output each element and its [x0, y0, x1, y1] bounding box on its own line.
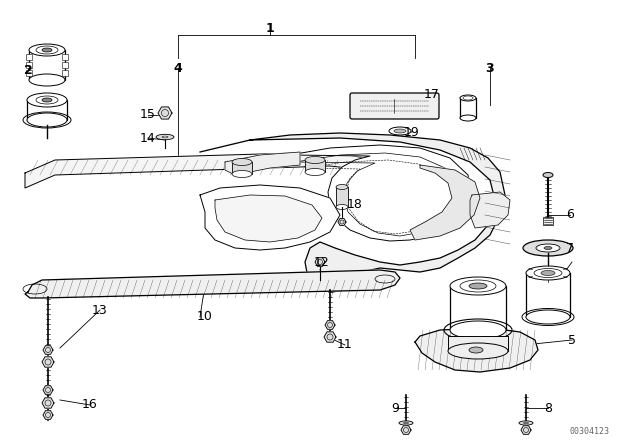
- Polygon shape: [43, 411, 53, 419]
- Ellipse shape: [29, 74, 65, 86]
- Polygon shape: [42, 357, 54, 367]
- Ellipse shape: [305, 156, 325, 164]
- Ellipse shape: [523, 240, 573, 256]
- Polygon shape: [338, 219, 346, 225]
- Ellipse shape: [526, 266, 570, 280]
- Polygon shape: [401, 426, 411, 434]
- Bar: [336, 187, 348, 207]
- Bar: [305, 160, 325, 172]
- Polygon shape: [521, 426, 531, 434]
- Bar: [450, 286, 506, 330]
- Bar: [62, 70, 68, 76]
- Text: 12: 12: [314, 257, 330, 270]
- Polygon shape: [324, 332, 336, 342]
- Ellipse shape: [305, 168, 325, 176]
- Ellipse shape: [450, 321, 506, 339]
- Ellipse shape: [42, 98, 52, 102]
- Text: 4: 4: [173, 61, 182, 74]
- Ellipse shape: [450, 277, 506, 295]
- Ellipse shape: [460, 115, 476, 121]
- Polygon shape: [290, 145, 472, 241]
- Text: 11: 11: [337, 339, 353, 352]
- Ellipse shape: [469, 347, 483, 353]
- Ellipse shape: [536, 244, 560, 252]
- Text: 00304123: 00304123: [570, 427, 610, 436]
- Bar: [26, 54, 32, 60]
- Polygon shape: [158, 107, 172, 119]
- Text: 16: 16: [82, 399, 98, 412]
- Ellipse shape: [29, 44, 65, 56]
- Ellipse shape: [460, 95, 476, 101]
- Text: 2: 2: [24, 64, 33, 77]
- Polygon shape: [42, 398, 54, 408]
- Ellipse shape: [399, 421, 413, 425]
- Text: 14: 14: [140, 132, 156, 145]
- Text: 18: 18: [347, 198, 363, 211]
- Bar: [62, 54, 68, 60]
- Bar: [460, 98, 476, 118]
- Polygon shape: [325, 321, 335, 329]
- Ellipse shape: [403, 422, 408, 424]
- Ellipse shape: [336, 185, 348, 190]
- Ellipse shape: [448, 343, 508, 359]
- Bar: [448, 336, 508, 351]
- Bar: [543, 217, 553, 225]
- Polygon shape: [410, 165, 480, 240]
- Ellipse shape: [232, 159, 252, 165]
- Polygon shape: [43, 386, 53, 394]
- Polygon shape: [415, 328, 538, 372]
- Polygon shape: [25, 270, 400, 298]
- Ellipse shape: [42, 48, 52, 52]
- Ellipse shape: [541, 271, 555, 276]
- Ellipse shape: [524, 422, 529, 424]
- Polygon shape: [315, 258, 325, 266]
- Bar: [27, 100, 67, 120]
- Text: 10: 10: [197, 310, 213, 323]
- Bar: [29, 50, 65, 80]
- Ellipse shape: [162, 136, 168, 138]
- Polygon shape: [225, 152, 300, 175]
- Ellipse shape: [526, 310, 570, 324]
- Polygon shape: [25, 152, 365, 188]
- Ellipse shape: [544, 246, 552, 250]
- Text: 15: 15: [140, 108, 156, 121]
- Bar: [526, 273, 570, 317]
- Text: 9: 9: [391, 401, 399, 414]
- Polygon shape: [43, 346, 53, 354]
- Bar: [62, 62, 68, 68]
- Ellipse shape: [389, 127, 411, 135]
- Text: 17: 17: [424, 89, 440, 102]
- Bar: [26, 62, 32, 68]
- Ellipse shape: [543, 172, 553, 177]
- Ellipse shape: [27, 113, 67, 127]
- Ellipse shape: [27, 93, 67, 107]
- Text: 5: 5: [568, 333, 576, 346]
- Text: 1: 1: [266, 22, 275, 34]
- Text: 8: 8: [544, 401, 552, 414]
- Ellipse shape: [232, 171, 252, 177]
- Ellipse shape: [156, 134, 174, 140]
- Text: 7: 7: [566, 241, 574, 254]
- Polygon shape: [200, 133, 505, 292]
- Polygon shape: [215, 195, 322, 242]
- Polygon shape: [470, 192, 510, 228]
- Text: 6: 6: [566, 208, 574, 221]
- Ellipse shape: [469, 283, 487, 289]
- Ellipse shape: [519, 421, 533, 425]
- Bar: [232, 162, 252, 174]
- Polygon shape: [200, 185, 340, 250]
- Text: 19: 19: [404, 125, 420, 138]
- FancyBboxPatch shape: [350, 93, 439, 119]
- Text: 13: 13: [92, 303, 108, 316]
- Bar: [26, 70, 32, 76]
- Ellipse shape: [462, 344, 490, 356]
- Ellipse shape: [336, 204, 348, 210]
- Ellipse shape: [394, 129, 406, 133]
- Text: 3: 3: [486, 61, 494, 74]
